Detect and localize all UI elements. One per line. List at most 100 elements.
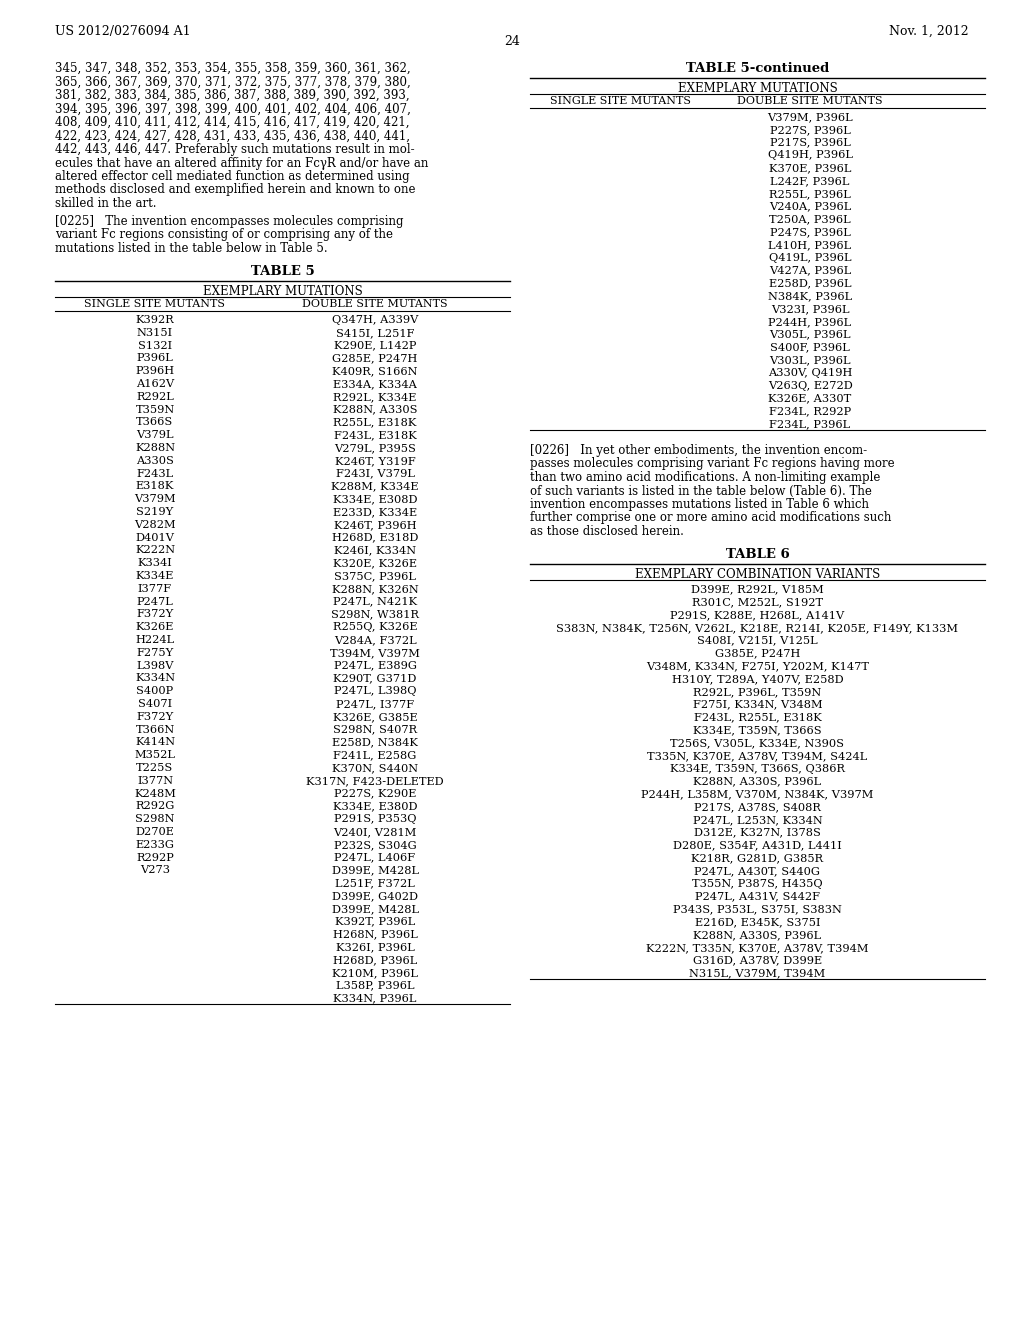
Text: H268N, P396L: H268N, P396L — [333, 929, 418, 940]
Text: [0226]   In yet other embodiments, the invention encom-: [0226] In yet other embodiments, the inv… — [530, 444, 867, 457]
Text: V379L: V379L — [136, 430, 174, 440]
Text: K248M: K248M — [134, 788, 176, 799]
Text: K334N, P396L: K334N, P396L — [334, 994, 417, 1003]
Text: P396H: P396H — [135, 366, 174, 376]
Text: P247L, L398Q: P247L, L398Q — [334, 686, 416, 696]
Text: F243L, E318K: F243L, E318K — [334, 430, 417, 440]
Text: V284A, F372L: V284A, F372L — [334, 635, 417, 645]
Text: S298N, S407R: S298N, S407R — [333, 725, 417, 735]
Text: G316D, A378V, D399E: G316D, A378V, D399E — [693, 956, 822, 966]
Text: K218R, G281D, G385R: K218R, G281D, G385R — [691, 853, 823, 863]
Text: T366N: T366N — [135, 725, 175, 735]
Text: H268D, P396L: H268D, P396L — [333, 954, 417, 965]
Text: altered effector cell mediated function as determined using: altered effector cell mediated function … — [55, 170, 410, 183]
Text: than two amino acid modifications. A non-limiting example: than two amino acid modifications. A non… — [530, 471, 881, 484]
Text: T355N, P387S, H435Q: T355N, P387S, H435Q — [692, 879, 823, 888]
Text: I377F: I377F — [138, 583, 172, 594]
Text: TABLE 6: TABLE 6 — [726, 549, 790, 561]
Text: T359N: T359N — [135, 405, 175, 414]
Text: K370N, S440N: K370N, S440N — [332, 763, 418, 774]
Text: V273: V273 — [140, 866, 170, 875]
Text: S132I: S132I — [138, 341, 172, 351]
Text: SINGLE SITE MUTANTS: SINGLE SITE MUTANTS — [85, 300, 225, 309]
Text: P244H, P396L: P244H, P396L — [768, 317, 852, 327]
Text: S383N, N384K, T256N, V262L, K218E, R214I, K205E, F149Y, K133M: S383N, N384K, T256N, V262L, K218E, R214I… — [556, 623, 958, 632]
Text: S375C, P396L: S375C, P396L — [334, 572, 416, 581]
Text: D280E, S354F, A431D, L441I: D280E, S354F, A431D, L441I — [673, 841, 842, 850]
Text: S298N: S298N — [135, 814, 175, 824]
Text: T225S: T225S — [136, 763, 174, 774]
Text: P232S, S304G: P232S, S304G — [334, 840, 417, 850]
Text: T256S, V305L, K334E, N390S: T256S, V305L, K334E, N390S — [671, 738, 845, 748]
Text: T335N, K370E, A378V, T394M, S424L: T335N, K370E, A378V, T394M, S424L — [647, 751, 867, 760]
Text: V240A, P396L: V240A, P396L — [769, 202, 851, 211]
Text: 442, 443, 446, 447. Preferably such mutations result in mol-: 442, 443, 446, 447. Preferably such muta… — [55, 143, 415, 156]
Text: S219Y: S219Y — [136, 507, 174, 517]
Text: E318K: E318K — [136, 482, 174, 491]
Text: A330S: A330S — [136, 455, 174, 466]
Text: TABLE 5: TABLE 5 — [251, 265, 314, 279]
Text: SINGLE SITE MUTANTS: SINGLE SITE MUTANTS — [550, 96, 690, 106]
Text: F234L, P396L: F234L, P396L — [769, 420, 851, 429]
Text: L410H, P396L: L410H, P396L — [768, 240, 852, 249]
Text: K246T, Y319F: K246T, Y319F — [335, 455, 416, 466]
Text: K326E: K326E — [136, 622, 174, 632]
Text: K334I: K334I — [137, 558, 172, 568]
Text: F241L, E258G: F241L, E258G — [334, 750, 417, 760]
Text: P247L, E389G: P247L, E389G — [334, 660, 417, 671]
Text: V348M, K334N, F275I, Y202M, K147T: V348M, K334N, F275I, Y202M, K147T — [646, 661, 869, 672]
Text: skilled in the art.: skilled in the art. — [55, 197, 157, 210]
Text: P227S, K290E: P227S, K290E — [334, 788, 416, 799]
Text: Q419L, P396L: Q419L, P396L — [769, 253, 851, 263]
Text: US 2012/0276094 A1: US 2012/0276094 A1 — [55, 25, 190, 38]
Text: K370E, P396L: K370E, P396L — [769, 164, 851, 173]
Text: K326E, A330T: K326E, A330T — [768, 393, 852, 404]
Text: S408I, V215I, V125L: S408I, V215I, V125L — [697, 636, 818, 645]
Text: K210M, P396L: K210M, P396L — [332, 968, 418, 978]
Text: 394, 395, 396, 397, 398, 399, 400, 401, 402, 404, 406, 407,: 394, 395, 396, 397, 398, 399, 400, 401, … — [55, 103, 411, 116]
Text: E233G: E233G — [135, 840, 174, 850]
Text: E258D, P396L: E258D, P396L — [769, 279, 851, 288]
Text: E258D, N384K: E258D, N384K — [332, 738, 418, 747]
Text: G385E, P247H: G385E, P247H — [715, 648, 800, 659]
Text: as those disclosed herein.: as those disclosed herein. — [530, 525, 684, 539]
Text: DOUBLE SITE MUTANTS: DOUBLE SITE MUTANTS — [737, 96, 883, 106]
Text: V263Q, E272D: V263Q, E272D — [768, 380, 852, 391]
Text: P247S, P396L: P247S, P396L — [770, 227, 850, 238]
Text: D401V: D401V — [135, 532, 174, 543]
Text: E233D, K334E: E233D, K334E — [333, 507, 417, 517]
Text: K288M, K334E: K288M, K334E — [331, 482, 419, 491]
Text: F372Y: F372Y — [136, 610, 174, 619]
Text: K326E, G385E: K326E, G385E — [333, 711, 418, 722]
Text: P244H, L358M, V370M, N384K, V397M: P244H, L358M, V370M, N384K, V397M — [641, 789, 873, 800]
Text: 408, 409, 410, 411, 412, 414, 415, 416, 417, 419, 420, 421,: 408, 409, 410, 411, 412, 414, 415, 416, … — [55, 116, 410, 129]
Text: F243L, R255L, E318K: F243L, R255L, E318K — [693, 713, 821, 722]
Text: V379M: V379M — [134, 494, 176, 504]
Text: 422, 423, 424, 427, 428, 431, 433, 435, 436, 438, 440, 441,: 422, 423, 424, 427, 428, 431, 433, 435, … — [55, 129, 410, 143]
Text: P247L, L406F: P247L, L406F — [335, 853, 416, 862]
Text: K392T, P396L: K392T, P396L — [335, 916, 415, 927]
Text: F243L: F243L — [136, 469, 173, 479]
Text: P247L, I377F: P247L, I377F — [336, 700, 414, 709]
Text: D399E, R292L, V185M: D399E, R292L, V185M — [691, 585, 824, 594]
Text: F275I, K334N, V348M: F275I, K334N, V348M — [692, 700, 822, 710]
Text: K288N, K326N: K288N, K326N — [332, 583, 419, 594]
Text: P247L, L253N, K334N: P247L, L253N, K334N — [692, 814, 822, 825]
Text: V303L, P396L: V303L, P396L — [769, 355, 851, 366]
Text: R292P: R292P — [136, 853, 174, 862]
Text: K334E, E380D: K334E, E380D — [333, 801, 417, 812]
Text: K290T, G371D: K290T, G371D — [334, 673, 417, 684]
Text: R255Q, K326E: R255Q, K326E — [333, 622, 417, 632]
Text: P227S, P396L: P227S, P396L — [770, 125, 850, 135]
Text: S298N, W381R: S298N, W381R — [331, 610, 419, 619]
Text: variant Fc regions consisting of or comprising any of the: variant Fc regions consisting of or comp… — [55, 228, 393, 242]
Text: EXEMPLARY COMBINATION VARIANTS: EXEMPLARY COMBINATION VARIANTS — [635, 569, 880, 582]
Text: K334E, E308D: K334E, E308D — [333, 494, 417, 504]
Text: P217S, P396L: P217S, P396L — [770, 137, 850, 148]
Text: 381, 382, 383, 384, 385, 386, 387, 388, 389, 390, 392, 393,: 381, 382, 383, 384, 385, 386, 387, 388, … — [55, 88, 410, 102]
Text: K222N, T335N, K370E, A378V, T394M: K222N, T335N, K370E, A378V, T394M — [646, 942, 868, 953]
Text: V323I, P396L: V323I, P396L — [771, 304, 849, 314]
Text: invention encompasses mutations listed in Table 6 which: invention encompasses mutations listed i… — [530, 498, 869, 511]
Text: S415I, L251F: S415I, L251F — [336, 327, 415, 338]
Text: F243I, V379L: F243I, V379L — [336, 469, 415, 479]
